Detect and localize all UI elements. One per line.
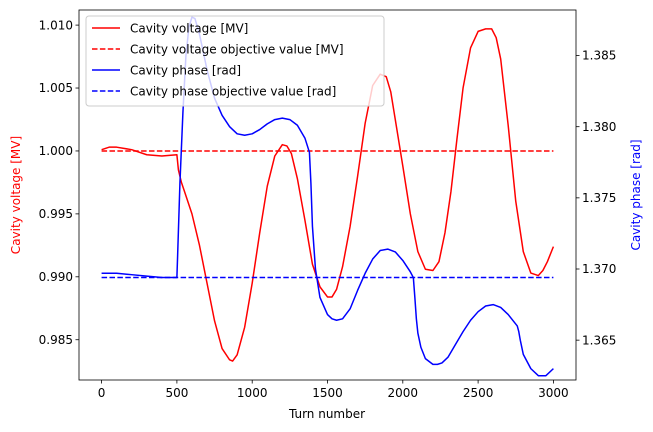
y-axis-left-title: Cavity voltage [MV] xyxy=(9,136,23,254)
legend-label-0: Cavity voltage [MV] xyxy=(130,21,248,35)
x-tick-label: 500 xyxy=(165,386,188,400)
legend-label-1: Cavity voltage objective value [MV] xyxy=(130,42,344,56)
y-axis-left: 0.985 0.990 0.995 1.000 1.005 1.010 xyxy=(39,18,79,347)
y-right-tick-label: 1.380 xyxy=(582,120,616,134)
y-right-tick-label: 1.385 xyxy=(582,49,616,63)
y-axis-right-title: Cavity phase [rad] xyxy=(629,139,643,250)
y-right-tick-label: 1.375 xyxy=(582,191,616,205)
legend-label-3: Cavity phase objective value [rad] xyxy=(130,84,336,98)
y-axis-right: 1.365 1.370 1.375 1.380 1.385 xyxy=(576,49,616,347)
x-axis: 0 500 1000 1500 2000 2500 3000 xyxy=(98,380,569,400)
legend-label-2: Cavity phase [rad] xyxy=(130,63,241,77)
x-tick-label: 1500 xyxy=(312,386,343,400)
x-tick-label: 3000 xyxy=(538,386,569,400)
legend: Cavity voltage [MV] Cavity voltage object… xyxy=(85,15,385,107)
y-left-tick-label: 0.995 xyxy=(39,207,73,221)
x-axis-title: Turn number xyxy=(288,407,365,421)
x-tick-label: 2500 xyxy=(463,386,494,400)
x-tick-label: 0 xyxy=(98,386,106,400)
legend-box xyxy=(85,15,385,107)
y-left-tick-label: 1.010 xyxy=(39,18,73,32)
y-left-tick-label: 1.005 xyxy=(39,81,73,95)
x-tick-label: 2000 xyxy=(388,386,419,400)
y-right-tick-label: 1.365 xyxy=(582,333,616,347)
y-left-tick-label: 0.990 xyxy=(39,270,73,284)
y-left-tick-label: 0.985 xyxy=(39,333,73,347)
x-tick-label: 1000 xyxy=(237,386,268,400)
y-right-tick-label: 1.370 xyxy=(582,262,616,276)
y-left-tick-label: 1.000 xyxy=(39,144,73,158)
